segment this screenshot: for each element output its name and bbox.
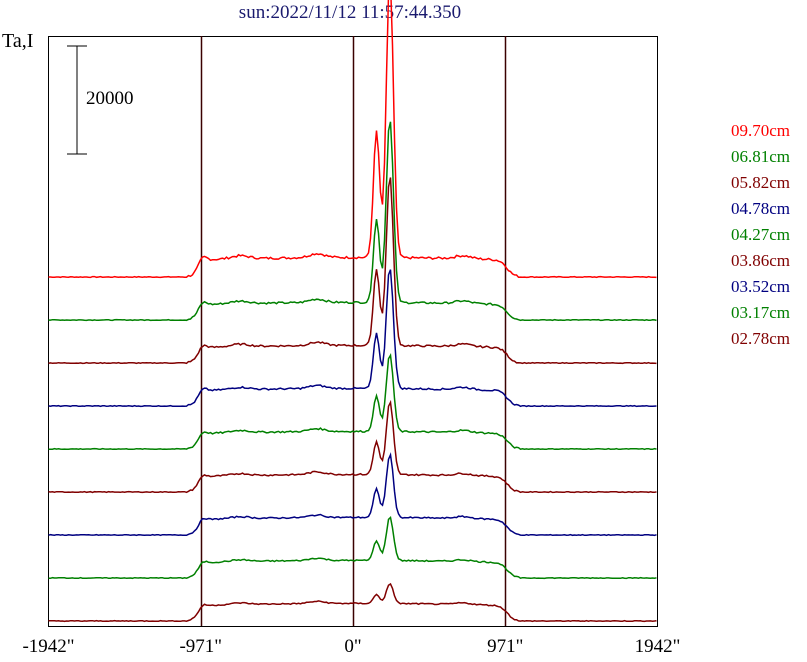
series-line — [48, 399, 657, 494]
x-tick-label: 0" — [344, 636, 362, 657]
legend-entry: 05.82cm — [731, 173, 791, 192]
series-line — [48, 177, 657, 365]
series-line — [48, 269, 657, 408]
legend-entry: 04.78cm — [731, 199, 791, 218]
x-tick-label: -971" — [179, 636, 223, 657]
series-line — [48, 121, 657, 322]
chart-title: sun:2022/11/12 11:57:44.350 — [238, 2, 462, 23]
series-line — [48, 352, 657, 451]
series-line — [48, 582, 657, 623]
legend-entry: 02.78cm — [731, 329, 791, 348]
series-line — [48, 452, 657, 537]
x-tick-label: -1942" — [22, 636, 75, 657]
legend-entry: 03.52cm — [731, 277, 791, 296]
series-line — [48, 0, 657, 279]
legend: 09.70cm 06.81cm 05.82cm 04.78cm 04.27cm … — [731, 118, 790, 352]
legend-entry: 04.27cm — [731, 225, 791, 244]
legend-entry: 09.70cm — [731, 121, 791, 140]
legend-entry: 03.86cm — [731, 251, 791, 270]
legend-entry: 06.81cm — [731, 147, 791, 166]
x-tick-label: 1942" — [634, 636, 681, 657]
series-line — [48, 516, 657, 580]
scale-bar — [67, 45, 87, 155]
y-axis-label: Ta,I — [2, 30, 34, 52]
x-tick-label: 971" — [487, 636, 524, 657]
legend-entry: 03.17cm — [731, 303, 791, 322]
scale-bar-label: 20000 — [86, 88, 134, 109]
